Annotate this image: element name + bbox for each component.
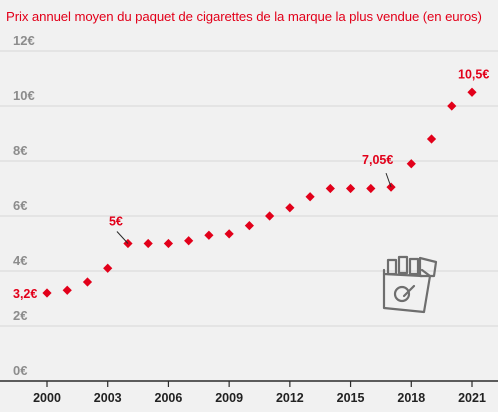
data-label: 10,5€ xyxy=(458,67,489,81)
x-tick-labels: 2000 2003 2006 2009 2012 2015 2018 2021 xyxy=(33,391,486,405)
data-labels: 3,2€ 5€ 7,05€ 10,5€ xyxy=(13,67,489,301)
data-point xyxy=(204,230,214,240)
x-tick-label: 2018 xyxy=(397,391,425,405)
data-point xyxy=(366,183,376,194)
gridlines xyxy=(0,50,498,327)
data-point xyxy=(406,159,416,169)
x-tick-label: 2006 xyxy=(155,391,183,405)
data-point xyxy=(42,288,52,298)
y-tick-label: 12€ xyxy=(13,33,35,48)
data-point xyxy=(244,221,254,231)
data-point xyxy=(224,229,234,239)
data-point xyxy=(325,183,335,194)
data-point xyxy=(305,192,315,202)
data-point xyxy=(265,211,275,221)
data-point xyxy=(447,101,457,111)
cigarette-pack-icon xyxy=(382,255,438,314)
data-label: 3,2€ xyxy=(13,287,37,301)
data-point xyxy=(163,238,174,249)
data-label: 5€ xyxy=(109,215,123,229)
x-tick-label: 2012 xyxy=(276,391,304,405)
y-tick-label: 0€ xyxy=(13,363,27,378)
data-point xyxy=(467,87,477,97)
annotation-leader xyxy=(116,231,129,244)
data-point xyxy=(82,277,93,287)
x-tick-label: 2000 xyxy=(33,391,61,405)
y-tick-labels: 0€ 2€ 4€ 6€ 8€ 10€ 12€ xyxy=(13,33,35,378)
data-point xyxy=(62,285,72,295)
data-point xyxy=(426,134,437,144)
annotation-leader xyxy=(385,172,392,188)
y-tick-label: 2€ xyxy=(13,308,27,323)
data-points xyxy=(42,87,477,298)
data-point xyxy=(285,203,295,213)
x-tick-label: 2021 xyxy=(458,391,486,405)
chart-title: Prix annuel moyen du paquet de cigarette… xyxy=(6,9,482,24)
y-tick-label: 8€ xyxy=(13,143,27,158)
data-label: 7,05€ xyxy=(362,153,393,167)
y-tick-label: 4€ xyxy=(13,253,27,268)
x-tick-label: 2015 xyxy=(337,391,365,405)
data-point xyxy=(143,238,153,249)
data-point xyxy=(345,183,356,194)
data-point xyxy=(184,236,194,246)
y-tick-label: 6€ xyxy=(13,198,27,213)
axes xyxy=(0,380,498,387)
x-tick-label: 2009 xyxy=(215,391,243,405)
y-tick-label: 10€ xyxy=(13,88,35,103)
data-point xyxy=(103,263,113,273)
x-tick-label: 2003 xyxy=(94,391,122,405)
